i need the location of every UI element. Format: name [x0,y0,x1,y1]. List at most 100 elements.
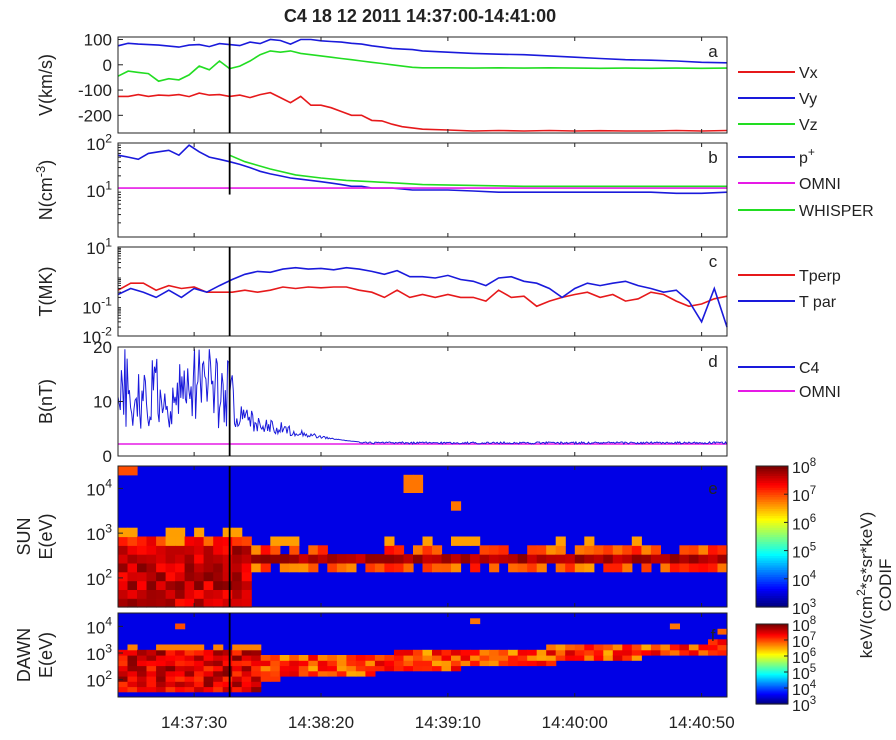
heatmap-cell [679,644,690,651]
y-tick-label: 103 [86,641,112,664]
heatmap-cell [165,676,176,682]
heatmap-cell [241,686,252,693]
heatmap-cell [546,644,557,651]
heatmap-cell [631,545,642,555]
heatmap-cell [470,618,481,625]
heatmap-cell [679,554,690,564]
panel-letter-d: d [708,352,717,371]
heatmap-cell [451,536,462,546]
legend-entry: OMNI [799,384,841,401]
heatmap-cell [603,649,614,656]
heatmap-cell [346,562,357,573]
heatmap-cell [441,655,452,661]
colorbar-tick-label: 103 [792,598,816,618]
heatmap-cell [289,545,300,555]
colorbar-cell [756,531,788,535]
colorbar-cell [756,583,788,587]
heatmap-cell [222,670,233,677]
heatmap-cell [241,665,252,672]
colorbar-label: keV/(cm2*s*sr*keV) [854,512,876,659]
heatmap-cell [470,536,481,546]
heatmap-cell [222,571,233,582]
heatmap-cell [175,545,186,555]
heatmap-cell [194,527,205,538]
heatmap-cell [403,483,414,493]
colorbar-cell [756,520,788,523]
colorbar-cell [756,689,788,692]
heatmap-cell [422,562,433,573]
heatmap-cell [203,554,214,564]
heatmap-cell [565,655,576,661]
heatmap-cell [137,562,148,573]
heatmap-cell [584,655,595,661]
heatmap-cell [289,554,300,564]
heatmap-cell [679,562,690,573]
heatmap-cell [232,686,243,693]
heatmap-cell [270,676,281,682]
heatmap-cell [184,589,195,599]
heatmap-cell [289,536,300,546]
heatmap-cell [118,571,129,582]
heatmap-cell [432,660,443,667]
heatmap-cell [289,562,300,573]
heatmap-cell [165,665,176,672]
heatmap-cell [213,644,224,651]
heatmap-cell [203,655,214,661]
colorbar-tick-label: 108 [792,457,816,477]
heatmap-cell [317,665,328,672]
heatmap-cell [422,554,433,564]
heatmap-cell [184,670,195,677]
heatmap-cell [165,545,176,555]
heatmap-cell [536,655,547,661]
heatmap-cell [584,644,595,651]
heatmap-cell [717,628,728,635]
heatmap-cell [118,598,129,608]
heatmap-cell [555,536,566,546]
heatmap-cell [213,665,224,672]
heatmap-cell [146,580,157,590]
heatmap-cell [203,686,214,693]
heatmap-cell [203,670,214,677]
colorbar-cell [756,645,788,648]
heatmap-cell [498,649,509,656]
y-tick-label: -100 [78,81,112,100]
colorbar-cell [756,527,788,531]
heatmap-cell [137,536,148,546]
heatmap-cell [251,686,262,693]
heatmap-cell [146,670,157,677]
heatmap-cell [175,644,186,651]
heatmap-cell [165,554,176,564]
heatmap-cell [612,655,623,661]
heatmap-cell [175,562,186,573]
heatmap-cell [232,598,243,608]
heatmap-cell [413,474,424,485]
heatmap-cell [317,545,328,555]
heatmap-cell [298,660,309,667]
heatmap-cell [717,554,728,564]
heatmap-cell [403,665,414,672]
heatmap-cell [194,665,205,672]
heatmap-cell [289,655,300,661]
heatmap-cell [194,536,205,546]
heatmap-cell [517,655,528,661]
heatmap-cell [717,545,728,555]
colorbar-frame [755,465,789,608]
heatmap-cell [527,655,538,661]
heatmap-cell [165,598,176,608]
heatmap-cell [631,655,642,661]
heatmap-cell [213,660,224,667]
colorbar-tick-label: 108 [792,615,816,635]
colorbar-cell [756,510,788,514]
heatmap-cell [403,474,414,485]
y-axis-label-c: T(MK) [36,267,56,317]
heatmap-cell [508,562,519,573]
series-c4-line [117,349,728,446]
colorbar-tick-label: 104 [792,570,817,590]
heatmap-cell [355,660,366,667]
heatmap-cell [156,554,167,564]
heatmap-cell [508,554,519,564]
heatmap-cell [479,554,490,564]
colorbar-cell [756,588,788,592]
heatmap-cell [384,536,395,546]
heatmap-cell [156,670,167,677]
